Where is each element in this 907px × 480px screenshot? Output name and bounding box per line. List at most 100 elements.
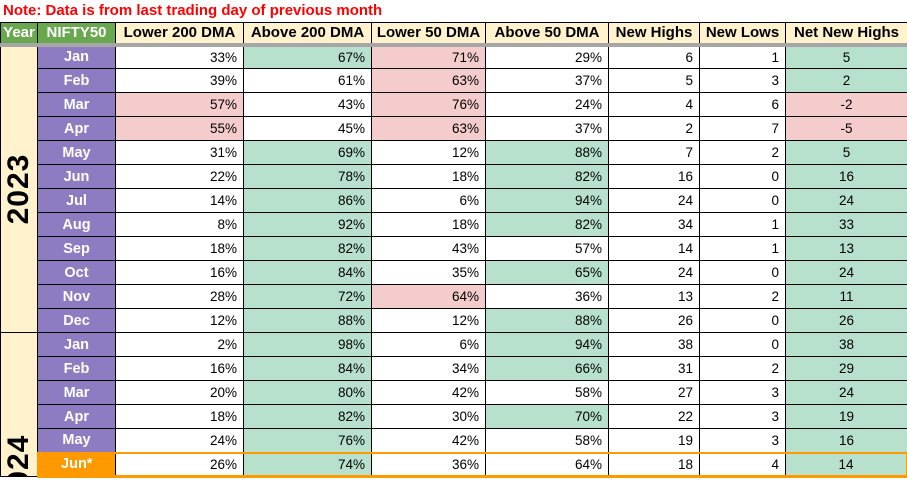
data-cell[interactable]: 18% <box>371 212 486 237</box>
data-cell[interactable]: 76% <box>243 428 372 453</box>
column-header-year[interactable]: Year <box>0 22 38 47</box>
data-cell[interactable]: 3 <box>699 404 786 429</box>
year-cell-2024[interactable]: 2024 <box>0 332 38 477</box>
data-cell[interactable]: 63% <box>371 68 486 93</box>
data-cell[interactable]: 16% <box>115 260 244 285</box>
column-header-net-new-highs[interactable]: Net New Highs <box>785 22 907 47</box>
data-cell[interactable]: 24 <box>785 188 907 213</box>
data-cell[interactable]: 3 <box>699 428 786 453</box>
data-cell[interactable]: 94% <box>485 188 609 213</box>
data-cell[interactable]: 24 <box>608 188 700 213</box>
data-cell[interactable]: 34% <box>371 356 486 381</box>
data-cell[interactable]: 42% <box>371 428 486 453</box>
data-cell[interactable]: 34 <box>608 212 700 237</box>
column-header-lower-200-dma[interactable]: Lower 200 DMA <box>115 22 244 47</box>
data-cell[interactable]: 84% <box>243 356 372 381</box>
data-cell[interactable]: 88% <box>243 308 372 333</box>
data-cell[interactable]: 37% <box>485 116 609 141</box>
month-cell[interactable]: Jan <box>37 44 116 69</box>
data-cell[interactable]: 5 <box>785 140 907 165</box>
data-cell[interactable]: 69% <box>243 140 372 165</box>
data-cell[interactable]: 57% <box>485 236 609 261</box>
data-cell[interactable]: 64% <box>485 451 609 478</box>
data-cell[interactable]: 43% <box>371 236 486 261</box>
month-cell[interactable]: Jun* <box>36 451 116 478</box>
data-cell[interactable]: 64% <box>371 284 486 309</box>
data-cell[interactable]: 92% <box>243 212 372 237</box>
data-cell[interactable]: 82% <box>243 236 372 261</box>
data-cell[interactable]: 14 <box>608 236 700 261</box>
data-cell[interactable]: 37% <box>485 68 609 93</box>
month-cell[interactable]: May <box>37 428 116 453</box>
data-cell[interactable]: 11 <box>785 284 907 309</box>
column-header-new-lows[interactable]: New Lows <box>699 22 786 47</box>
month-cell[interactable]: May <box>37 140 116 165</box>
data-cell[interactable]: 65% <box>485 260 609 285</box>
month-cell[interactable]: Feb <box>37 356 116 381</box>
data-cell[interactable]: 36% <box>371 451 486 478</box>
data-cell[interactable]: 2 <box>699 284 786 309</box>
data-cell[interactable]: 7 <box>699 116 786 141</box>
data-cell[interactable]: 94% <box>485 332 609 357</box>
data-cell[interactable]: 2 <box>699 140 786 165</box>
data-cell[interactable]: 12% <box>115 308 244 333</box>
month-cell[interactable]: Jul <box>37 188 116 213</box>
data-cell[interactable]: 14 <box>785 451 907 478</box>
data-cell[interactable]: 76% <box>371 92 486 117</box>
data-cell[interactable]: 19 <box>608 428 700 453</box>
data-cell[interactable]: 2 <box>785 68 907 93</box>
data-cell[interactable]: 26 <box>608 308 700 333</box>
data-cell[interactable]: 80% <box>243 380 372 405</box>
column-header-above-50-dma[interactable]: Above 50 DMA <box>485 22 609 47</box>
data-cell[interactable]: 19 <box>785 404 907 429</box>
data-cell[interactable]: 16 <box>608 164 700 189</box>
data-cell[interactable]: 24% <box>485 92 609 117</box>
data-cell[interactable]: 84% <box>243 260 372 285</box>
data-cell[interactable]: 18% <box>115 236 244 261</box>
data-cell[interactable]: 6% <box>371 188 486 213</box>
data-cell[interactable]: 45% <box>243 116 372 141</box>
data-cell[interactable]: 58% <box>485 380 609 405</box>
data-cell[interactable]: 3 <box>699 380 786 405</box>
data-cell[interactable]: 7 <box>608 140 700 165</box>
data-cell[interactable]: 35% <box>371 260 486 285</box>
data-cell[interactable]: 98% <box>243 332 372 357</box>
month-cell[interactable]: Aug <box>37 212 116 237</box>
data-cell[interactable]: 0 <box>699 332 786 357</box>
data-cell[interactable]: 74% <box>243 451 372 478</box>
data-cell[interactable]: 27 <box>608 380 700 405</box>
month-cell[interactable]: Sep <box>37 236 116 261</box>
data-cell[interactable]: 29 <box>785 356 907 381</box>
data-cell[interactable]: 58% <box>485 428 609 453</box>
data-cell[interactable]: 24 <box>785 380 907 405</box>
data-cell[interactable]: 18% <box>115 404 244 429</box>
data-cell[interactable]: 38 <box>608 332 700 357</box>
data-cell[interactable]: 0 <box>699 164 786 189</box>
data-cell[interactable]: 86% <box>243 188 372 213</box>
data-cell[interactable]: 8% <box>115 212 244 237</box>
column-header-lower-50-dma[interactable]: Lower 50 DMA <box>371 22 486 47</box>
data-cell[interactable]: 88% <box>485 308 609 333</box>
month-cell[interactable]: Mar <box>37 92 116 117</box>
data-cell[interactable]: -2 <box>785 92 907 117</box>
data-cell[interactable]: 31% <box>115 140 244 165</box>
data-cell[interactable]: 0 <box>699 188 786 213</box>
data-cell[interactable]: 4 <box>699 451 786 478</box>
month-cell[interactable]: Apr <box>37 404 116 429</box>
data-cell[interactable]: 70% <box>485 404 609 429</box>
data-cell[interactable]: 82% <box>243 404 372 429</box>
data-cell[interactable]: 66% <box>485 356 609 381</box>
month-cell[interactable]: Mar <box>37 380 116 405</box>
data-cell[interactable]: 1 <box>699 236 786 261</box>
data-cell[interactable]: 12% <box>371 308 486 333</box>
data-cell[interactable]: 42% <box>371 380 486 405</box>
data-cell[interactable]: 26% <box>115 451 244 478</box>
data-cell[interactable]: 30% <box>371 404 486 429</box>
data-cell[interactable]: 82% <box>485 164 609 189</box>
data-cell[interactable]: 55% <box>115 116 244 141</box>
data-cell[interactable]: 28% <box>115 284 244 309</box>
data-cell[interactable]: 38 <box>785 332 907 357</box>
data-cell[interactable]: 43% <box>243 92 372 117</box>
data-cell[interactable]: 63% <box>371 116 486 141</box>
year-cell-2023[interactable]: 2023 <box>0 44 38 333</box>
